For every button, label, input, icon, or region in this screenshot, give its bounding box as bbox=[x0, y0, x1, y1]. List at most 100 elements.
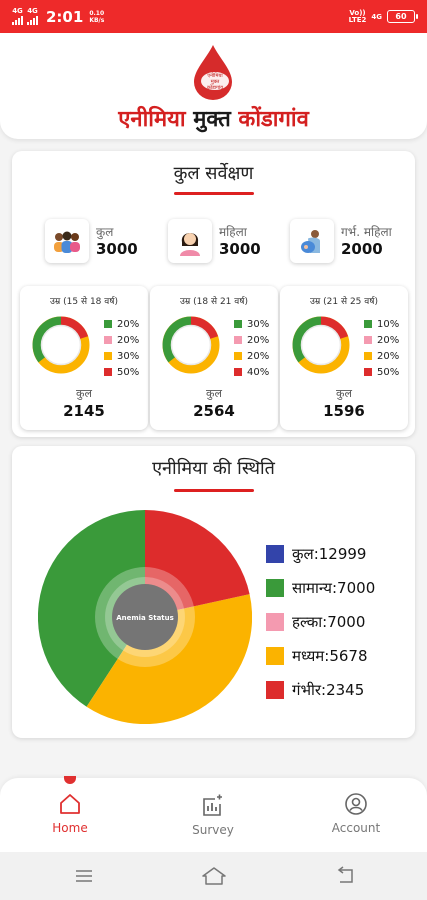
legend-item-moderate: मध्यम:5678 bbox=[266, 639, 375, 673]
pie-center bbox=[112, 584, 178, 650]
bottom-nav: Home Survey Account bbox=[0, 776, 427, 852]
home-button-icon[interactable] bbox=[201, 866, 227, 886]
nav-account-label: Account bbox=[331, 821, 381, 835]
survey-chart-icon bbox=[203, 794, 222, 816]
age-total-value: 2564 bbox=[193, 402, 235, 420]
percent-normal: 20% bbox=[117, 318, 140, 330]
age-group-title: उम्र (21 से 25 वर्ष) bbox=[310, 297, 378, 307]
legend-row-moderate: 30% bbox=[104, 348, 139, 364]
stat-pregnant[interactable]: गर्भ. महिला 2000 bbox=[290, 219, 392, 263]
legend-row-mild: 20% bbox=[104, 332, 139, 348]
status-bar: 4G 4G 2:01 0.10 KB/s Vo)) LTE2 4G 60 bbox=[0, 0, 427, 33]
age-donut-chart bbox=[292, 316, 350, 374]
legend-row-severe: 40% bbox=[234, 364, 269, 380]
back-icon[interactable] bbox=[334, 866, 356, 886]
nav-survey[interactable]: Survey bbox=[168, 794, 258, 837]
network-type-1: 4G bbox=[12, 7, 23, 15]
anemia-status-card: एनीमिया की स्थिति Anemia Status कुल:1299… bbox=[12, 446, 415, 738]
legend-label: मध्यम:5678 bbox=[292, 647, 368, 665]
legend-swatch bbox=[266, 647, 284, 665]
network-speed: 0.10 KB/s bbox=[89, 10, 104, 24]
logo-line-1: एनीमिया bbox=[207, 72, 223, 79]
stat-total[interactable]: कुल 3000 bbox=[45, 219, 138, 263]
age-total-label: कुल bbox=[206, 387, 222, 400]
legend-item-severe: गंभीर:2345 bbox=[266, 673, 375, 707]
age-legend: 20% 20% 30% 50% bbox=[104, 316, 139, 380]
clock: 2:01 bbox=[46, 7, 84, 26]
battery-icon: 60 bbox=[387, 10, 418, 23]
percent-severe: 50% bbox=[117, 366, 140, 378]
active-tab-indicator bbox=[64, 776, 76, 784]
nav-home[interactable]: Home bbox=[25, 792, 115, 835]
percent-moderate: 20% bbox=[247, 350, 270, 362]
percent-mild: 20% bbox=[117, 334, 140, 346]
anemia-legend: कुल:12999 सामान्य:7000 हल्का:7000 मध्यम:… bbox=[266, 537, 375, 707]
age-legend: 30% 20% 20% 40% bbox=[234, 316, 269, 380]
stat-women[interactable]: महिला 3000 bbox=[168, 219, 261, 263]
age-legend: 10% 20% 20% 50% bbox=[364, 316, 399, 380]
stat-total-label: कुल bbox=[96, 225, 114, 239]
account-icon bbox=[345, 793, 367, 815]
title-word-2: मुक्त bbox=[193, 107, 231, 132]
logo-line-2: मुक्त bbox=[211, 79, 220, 85]
stat-pregnant-value: 2000 bbox=[341, 240, 383, 258]
pie-slice-moderate[interactable] bbox=[86, 594, 252, 724]
network-type-2: 4G bbox=[27, 7, 38, 15]
legend-row-normal: 20% bbox=[104, 316, 139, 332]
legend-swatch bbox=[266, 613, 284, 631]
percent-mild: 20% bbox=[377, 334, 400, 346]
age-total-value: 1596 bbox=[323, 402, 365, 420]
legend-swatch bbox=[266, 545, 284, 563]
pie-center-label: Anemia Status bbox=[116, 614, 174, 622]
woman-icon bbox=[168, 219, 212, 263]
survey-title: कुल सर्वेक्षण bbox=[173, 163, 254, 184]
stat-total-value: 3000 bbox=[96, 240, 138, 258]
pregnant-woman-icon bbox=[290, 219, 334, 263]
legend-item-normal: सामान्य:7000 bbox=[266, 571, 375, 605]
pie-slice-normal[interactable] bbox=[38, 510, 145, 707]
survey-card: कुल सर्वेक्षण कुल 3000 महिला 3000 bbox=[12, 151, 415, 437]
legend-row-normal: 30% bbox=[234, 316, 269, 332]
title-word-3: कोंडागांव bbox=[238, 107, 309, 132]
legend-label: कुल:12999 bbox=[292, 545, 367, 563]
legend-row-moderate: 20% bbox=[234, 348, 269, 364]
percent-severe: 40% bbox=[247, 366, 270, 378]
anemia-pie-chart[interactable]: Anemia Status bbox=[38, 510, 252, 724]
nav-account[interactable]: Account bbox=[311, 792, 401, 835]
legend-row-mild: 20% bbox=[234, 332, 269, 348]
age-group-card-2[interactable]: उम्र (18 से 21 वर्ष) 30% 20% 20% 40% कुल… bbox=[150, 286, 278, 430]
menu-icon[interactable] bbox=[74, 866, 94, 886]
anemia-title: एनीमिया की स्थिति bbox=[152, 458, 275, 479]
age-group-card-1[interactable]: उम्र (15 से 18 वर्ष) 20% 20% 30% 50% कुल… bbox=[20, 286, 148, 430]
signal-2: 4G bbox=[27, 8, 38, 25]
anemia-title-underline bbox=[174, 489, 254, 492]
app-header: एनीमिया मुक्त कोंडागांव एनीमिया मुक्त को… bbox=[0, 33, 427, 139]
percent-severe: 50% bbox=[377, 366, 400, 378]
lte-label: LTE2 bbox=[348, 15, 367, 24]
app-logo-icon: एनीमिया मुक्त कोंडागांव bbox=[194, 45, 232, 100]
legend-label: हल्का:7000 bbox=[292, 613, 366, 631]
percent-moderate: 20% bbox=[377, 350, 400, 362]
speed-unit: KB/s bbox=[89, 16, 105, 24]
stat-women-label: महिला bbox=[219, 225, 247, 239]
age-total-value: 2145 bbox=[63, 402, 105, 420]
nav-survey-label: Survey bbox=[192, 823, 234, 837]
volte-label: Vo)) bbox=[349, 8, 366, 17]
stat-women-value: 3000 bbox=[219, 240, 261, 258]
age-donut-chart bbox=[162, 316, 220, 374]
status-left: 4G 4G 2:01 0.10 KB/s bbox=[12, 8, 104, 26]
age-group-title: उम्र (15 से 18 वर्ष) bbox=[50, 297, 118, 307]
pie-slice-severe[interactable] bbox=[145, 510, 250, 617]
signal-bars-icon bbox=[12, 16, 23, 25]
nav-home-label: Home bbox=[52, 821, 88, 835]
age-group-title: उम्र (18 से 21 वर्ष) bbox=[180, 297, 248, 307]
signal-1: 4G bbox=[12, 8, 23, 25]
age-total-label: कुल bbox=[76, 387, 92, 400]
status-right: Vo)) LTE2 4G 60 bbox=[348, 8, 418, 24]
title-word-1: एनीमिया bbox=[118, 107, 186, 132]
age-group-card-3[interactable]: उम्र (21 से 25 वर्ष) 10% 20% 20% 50% कुल… bbox=[280, 286, 408, 430]
legend-row-severe: 50% bbox=[104, 364, 139, 380]
legend-item-mild: हल्का:7000 bbox=[266, 605, 375, 639]
age-total-label: कुल bbox=[336, 387, 352, 400]
signal-bars-icon bbox=[27, 16, 38, 25]
